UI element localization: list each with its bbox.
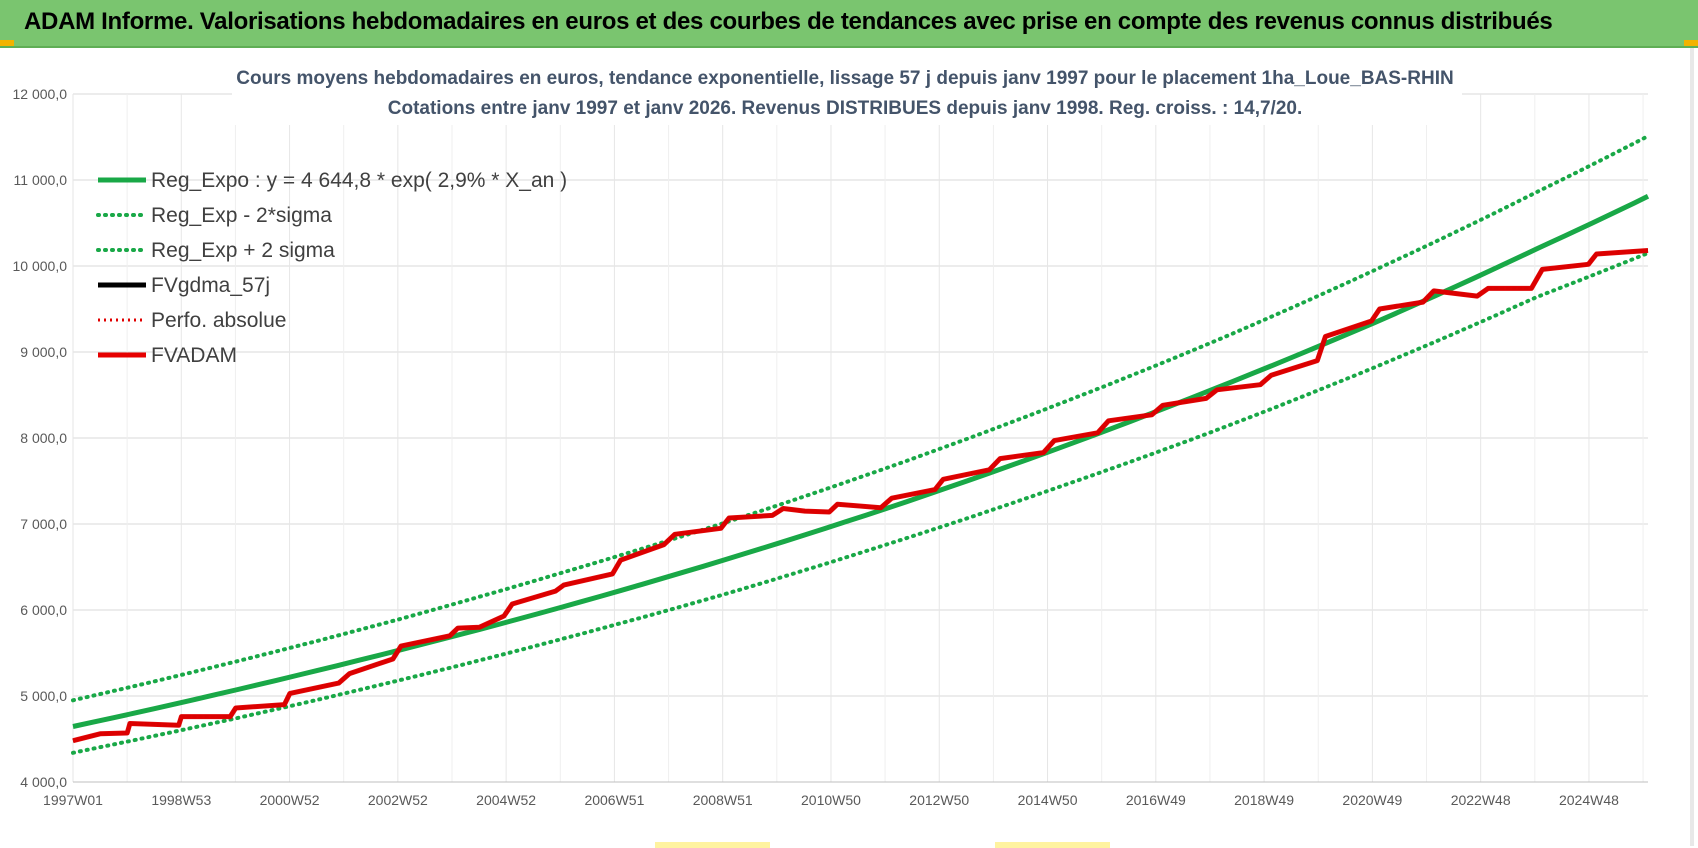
report-banner: ADAM Informe. Valorisations hebdomadaire… (0, 0, 1698, 48)
y-tick-label: 11 000,0 (14, 172, 68, 188)
series-fvadam (72, 248, 1649, 744)
series-reg-exp-minus-2sigma (71, 251, 1650, 755)
y-tick-label: 12 000,0 (13, 86, 68, 102)
legend-label: Reg_Exp + 2 sigma (151, 239, 335, 262)
series-reg-expo (72, 194, 1650, 729)
bottom-mark-2 (995, 842, 1110, 848)
x-tick-label: 2004W52 (476, 792, 536, 808)
x-tick-label: 2016W49 (1126, 792, 1186, 808)
x-tick-label: 2024W48 (1559, 792, 1619, 808)
y-tick-label: 9 000,0 (20, 344, 67, 360)
legend-label: Reg_Expo : y = 4 644,8 * exp( 2,9% * X_a… (151, 169, 567, 192)
chart-title-line: Cotations entre janv 1997 et janv 2026. … (388, 98, 1303, 119)
trend-chart: 4 000,0 5 000,0 6 000,0 7 000,0 8 000,0 9 000… (13, 63, 1650, 808)
legend-label: FVADAM (151, 344, 237, 367)
y-tick-label: 5 000,0 (20, 688, 67, 704)
bottom-mark-1 (655, 842, 770, 848)
x-tick-label: 2008W51 (693, 792, 753, 808)
chart-title-backdrop (232, 63, 1462, 125)
x-tick-label: 2002W52 (368, 792, 428, 808)
x-tick-label: 2012W50 (909, 792, 969, 808)
series-perfo-absolue (72, 249, 1649, 742)
series-fvgdma-57j (72, 248, 1649, 743)
chart-title-line: Cours moyens hebdomadaires en euros, ten… (236, 68, 1453, 89)
x-tick-label: 2018W49 (1234, 792, 1294, 808)
legend-label: Reg_Exp - 2*sigma (151, 204, 332, 227)
legend-label: FVgdma_57j (151, 274, 270, 297)
y-tick-label: 8 000,0 (20, 430, 67, 446)
chart-frame: 4 000,0 5 000,0 6 000,0 7 000,0 8 000,0 9 000… (0, 48, 1694, 846)
x-tick-label: 1997W01 (43, 792, 103, 808)
x-tick-label: 2000W52 (260, 792, 320, 808)
y-tick-label: 6 000,0 (20, 602, 67, 618)
y-tick-label: 7 000,0 (20, 516, 67, 532)
series-reg-exp-plus-2sigma (71, 134, 1650, 703)
y-tick-label: 4 000,0 (20, 774, 67, 790)
corner-mark-right (1684, 40, 1698, 46)
legend-label: Perfo. absolue (151, 309, 286, 332)
corner-mark-left (0, 40, 14, 46)
x-tick-label: 2022W48 (1451, 792, 1511, 808)
y-tick-label: 10 000,0 (13, 258, 68, 274)
x-tick-label: 2014W50 (1018, 792, 1078, 808)
x-tick-label: 2020W49 (1342, 792, 1402, 808)
x-tick-label: 1998W53 (151, 792, 211, 808)
x-tick-label: 2006W51 (584, 792, 644, 808)
x-tick-label: 2010W50 (801, 792, 861, 808)
report-title: ADAM Informe. Valorisations hebdomadaire… (24, 8, 1553, 35)
